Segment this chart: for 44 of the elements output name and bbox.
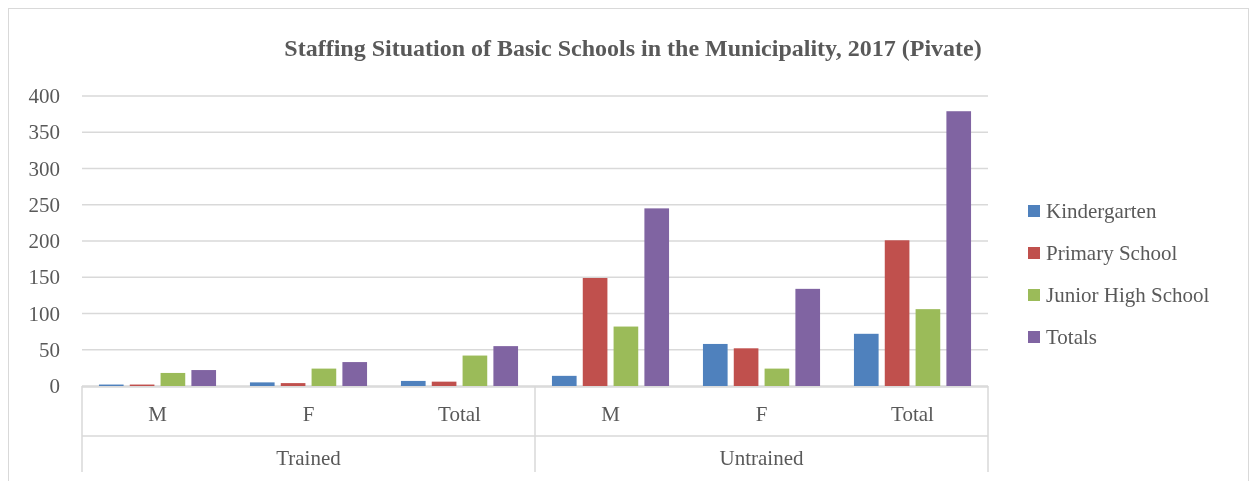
y-tick-label: 250 <box>28 192 60 217</box>
bar <box>915 309 941 386</box>
bar <box>280 383 306 386</box>
bar <box>702 343 728 386</box>
y-tick-label: 200 <box>28 229 60 254</box>
legend-label: Kindergarten <box>1046 199 1157 223</box>
bar <box>191 370 217 386</box>
bar <box>764 368 790 386</box>
text: Untrained <box>719 446 804 470</box>
bar <box>853 333 879 386</box>
bar <box>160 372 186 386</box>
bar <box>946 111 972 386</box>
y-tick-label: 400 <box>28 84 60 109</box>
legend-label: Primary School <box>1046 241 1178 265</box>
bar <box>644 208 670 386</box>
x-tick-label: Total <box>438 402 482 426</box>
x-tick-label: M <box>148 402 168 426</box>
x-tick-label: Total <box>891 402 935 426</box>
legend-label: Totals <box>1046 325 1098 349</box>
y-tick-label: 100 <box>28 301 60 326</box>
y-tick-label: 50 <box>39 337 60 362</box>
bar <box>462 355 488 386</box>
y-tick-label: 0 <box>49 374 60 399</box>
y-tick-label: 350 <box>28 120 60 145</box>
chart-title: Staffing Situation of Basic Schools in the Municipality, 2017 (Pivate) <box>284 35 982 61</box>
bar <box>582 277 608 386</box>
y-tick-label: 150 <box>28 265 60 290</box>
x-tick-label: M <box>601 402 621 426</box>
x-tick-label: F <box>755 402 768 426</box>
bar <box>613 326 639 386</box>
legend-label: Junior High School <box>1046 283 1210 307</box>
bar <box>342 362 368 386</box>
text: Trained <box>276 446 342 470</box>
bar <box>400 380 426 386</box>
bar <box>551 375 577 386</box>
bar <box>733 348 759 386</box>
bar <box>884 240 910 386</box>
bar <box>431 381 457 386</box>
x-tick-label: F <box>302 402 315 426</box>
bar <box>249 382 275 386</box>
y-tick-label: 300 <box>28 156 60 181</box>
bar <box>795 288 821 386</box>
bar <box>493 346 519 386</box>
bar <box>311 368 337 386</box>
